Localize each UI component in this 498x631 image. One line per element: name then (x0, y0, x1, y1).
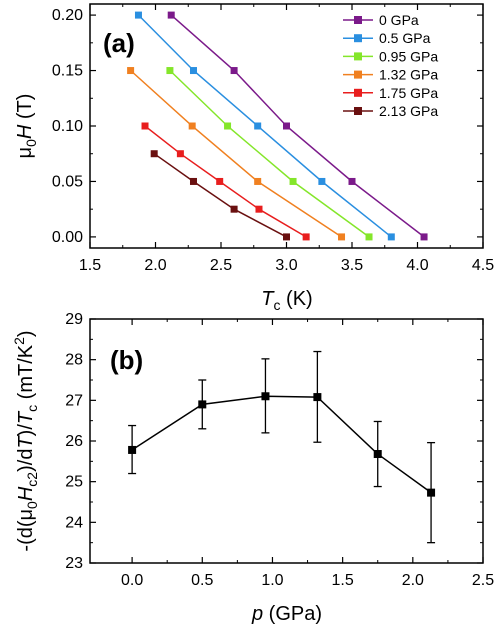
panel-b-series (128, 350, 436, 544)
data-point (254, 122, 262, 130)
data-point (134, 11, 142, 19)
x-tick-label: 1.5 (79, 257, 101, 274)
x-tick-label: 2.0 (402, 572, 424, 589)
panel-b-x-axis-label: p (GPa) (251, 603, 322, 625)
legend-swatch-marker (354, 107, 362, 115)
x-tick-label: 0.5 (191, 572, 213, 589)
x-tick-label: 1.0 (261, 572, 283, 589)
x-tick-label: 3.0 (275, 257, 297, 274)
data-point (167, 11, 175, 19)
y-tick-label: 26 (65, 433, 83, 450)
y-tick-label: 27 (65, 392, 83, 409)
y-tick-label: 0.00 (52, 229, 83, 246)
legend-swatch-marker (354, 52, 362, 61)
data-point (420, 233, 428, 241)
data-point (216, 177, 224, 185)
x-tick-label: 1.5 (332, 572, 354, 589)
data-point (255, 205, 263, 213)
data-point (283, 122, 290, 130)
x-tick-label: 2.0 (144, 257, 166, 274)
data-point (427, 488, 436, 497)
data-point (373, 450, 382, 459)
legend-entry: 0 GPa (379, 12, 419, 28)
panel-a-x-axis-label: Tc (K) (261, 288, 312, 313)
legend-entry: 1.32 GPa (379, 67, 438, 83)
data-point (166, 67, 174, 75)
panel-a-series (127, 11, 428, 241)
data-point (289, 177, 297, 185)
legend-entry: 1.75 GPa (379, 85, 438, 101)
series-line-0 (131, 395, 432, 494)
data-point (318, 177, 326, 185)
y-tick-label: 0.20 (52, 7, 83, 24)
y-tick-label: 24 (65, 514, 83, 531)
data-point (198, 400, 207, 409)
panel-b-x-ticks: 0.0 0.5 1.0 1.5 2.0 2.5 (121, 319, 494, 589)
panel-b-label: (b) (110, 345, 143, 375)
series-line-4 (144, 125, 307, 238)
x-tick-label: 0.0 (121, 572, 143, 589)
panel-b-frame (89, 318, 484, 564)
panel-a-label: (a) (103, 28, 135, 58)
legend-swatch-marker (354, 88, 362, 97)
x-tick-label: 4.0 (406, 257, 428, 274)
x-tick-label: 4.5 (472, 257, 494, 274)
panel-a-y-ticks: 0.00 0.05 0.10 0.15 0.20 (52, 7, 483, 246)
data-point (254, 177, 262, 185)
series-line-3 (130, 69, 342, 238)
panel-b-y-ticks: 23 24 25 26 27 28 29 (65, 311, 483, 572)
data-point (176, 150, 184, 158)
x-tick-label: 2.5 (210, 257, 232, 274)
legend-entry: 0.5 GPa (379, 30, 431, 46)
legend-swatch-marker (354, 70, 362, 79)
data-point (261, 392, 270, 401)
data-point (141, 122, 149, 130)
y-tick-label: 23 (65, 555, 83, 572)
legend-entry: 2.13 GPa (379, 103, 438, 119)
panel-a-y-axis-label: μ0H (T) (14, 94, 39, 159)
data-point (313, 393, 322, 402)
data-point (230, 67, 238, 75)
y-tick-label: 29 (65, 311, 83, 328)
y-tick-label: 25 (65, 474, 83, 491)
legend-swatch-marker (354, 16, 362, 24)
y-tick-label: 0.05 (52, 173, 83, 190)
data-point (188, 122, 196, 130)
panel-a-chart: (a) 1.5 2.0 2.5 3.0 3.5 4.0 4.5 0.000.050.100.… (14, 3, 494, 313)
y-tick-label: 28 (65, 352, 83, 369)
data-point (283, 233, 290, 241)
data-point (189, 177, 197, 185)
y-tick-label: 0.15 (52, 63, 83, 80)
legend-swatch-marker (354, 34, 362, 43)
panel-a-x-ticks: 1.5 2.0 2.5 3.0 3.5 4.0 4.5 (79, 4, 494, 274)
data-point (230, 205, 238, 213)
y-tick-label: 0.10 (52, 118, 83, 135)
panel-b-chart: (b) 0.0 0.5 1.0 1.5 2.0 2.5 23 24 25 26 27 28 29 p … (11, 311, 494, 625)
x-tick-label: 3.5 (341, 257, 363, 274)
data-point (365, 233, 373, 241)
data-point (302, 233, 310, 241)
panel-b-y-axis-label: -(d(μ0Hc2)/dT)/Tc (mT/K2) (11, 330, 40, 551)
x-tick-label: 2.5 (472, 572, 494, 589)
data-point (128, 445, 137, 454)
series-line-5 (153, 153, 287, 238)
legend-entry: 0.95 GPa (379, 48, 438, 64)
data-point (189, 67, 197, 75)
data-point (224, 122, 232, 130)
data-point (127, 67, 135, 75)
data-point (348, 177, 356, 185)
series-line-2 (169, 69, 370, 238)
series-line-1 (137, 14, 392, 238)
panel-a-legend: 0 GPa 0.5 GPa 0.95 GPa 1.32 GPa 1.75 GPa 2.13… (343, 12, 438, 119)
data-point (338, 233, 346, 241)
data-point (387, 233, 395, 241)
data-point (150, 150, 158, 158)
